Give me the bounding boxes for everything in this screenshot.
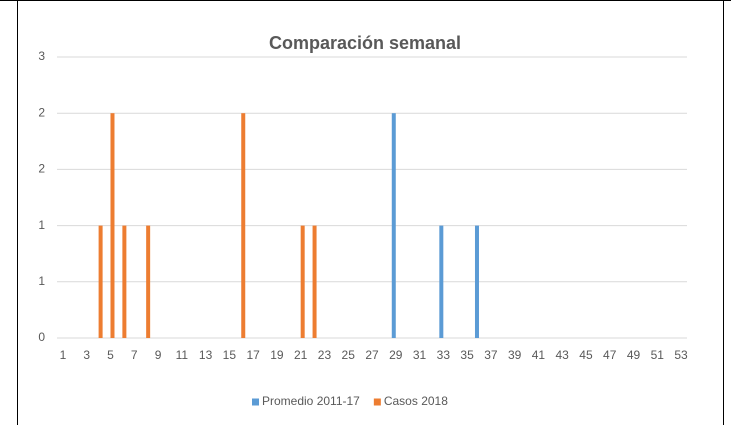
x-tick-label: 3 (83, 348, 90, 362)
x-tick-label: 17 (246, 348, 260, 362)
x-tick-label: 7 (131, 348, 138, 362)
legend-swatch (373, 398, 381, 406)
x-tick-label: 29 (389, 348, 403, 362)
x-tick-label: 41 (532, 348, 546, 362)
chart-title: Comparación semanal (269, 33, 461, 53)
x-tick-label: 37 (484, 348, 498, 362)
x-tick-label: 13 (199, 348, 213, 362)
legend-swatch (252, 398, 259, 406)
y-tick-label: 1 (38, 218, 45, 232)
x-tick-label: 45 (579, 348, 593, 362)
y-tick-label: 1 (38, 274, 45, 288)
x-tick-label: 9 (155, 348, 162, 362)
x-tick-label: 35 (460, 348, 474, 362)
bar (146, 225, 151, 338)
x-tick-label: 31 (413, 348, 427, 362)
x-tick-label: 23 (318, 348, 332, 362)
x-tick-label: 1 (60, 348, 67, 362)
y-tick-label: 0 (38, 330, 45, 344)
x-tick-label: 47 (603, 348, 617, 362)
x-tick-label: 33 (437, 348, 451, 362)
x-tick-label: 15 (223, 348, 237, 362)
bar (110, 113, 115, 338)
x-tick-label: 25 (342, 348, 356, 362)
x-tick-label: 19 (270, 348, 284, 362)
y-tick-label: 2 (38, 105, 45, 119)
bar (98, 225, 103, 338)
bar (439, 225, 444, 338)
x-tick-label: 27 (365, 348, 379, 362)
x-tick-label: 43 (556, 348, 570, 362)
x-tick-label: 51 (651, 348, 665, 362)
bar (241, 113, 246, 338)
legend-label: Promedio 2011-17 (262, 394, 360, 408)
x-tick-label: 53 (674, 348, 688, 362)
y-tick-label: 2 (38, 162, 45, 176)
bar (391, 113, 396, 338)
bar (474, 225, 479, 338)
x-tick-label: 39 (508, 348, 522, 362)
bar (122, 225, 127, 338)
x-tick-label: 21 (294, 348, 308, 362)
bar (312, 225, 317, 338)
x-tick-label: 5 (107, 348, 114, 362)
bar (300, 225, 305, 338)
y-tick-label: 3 (38, 49, 45, 63)
x-tick-label: 49 (627, 348, 641, 362)
legend-label: Casos 2018 (384, 394, 448, 408)
x-tick-label: 11 (176, 348, 189, 362)
